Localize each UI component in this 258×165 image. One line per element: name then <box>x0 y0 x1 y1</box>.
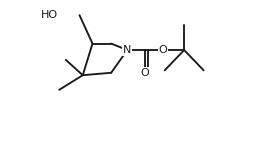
Text: O: O <box>159 45 167 55</box>
Text: O: O <box>141 68 150 78</box>
Text: N: N <box>123 45 132 55</box>
Text: HO: HO <box>41 10 58 20</box>
